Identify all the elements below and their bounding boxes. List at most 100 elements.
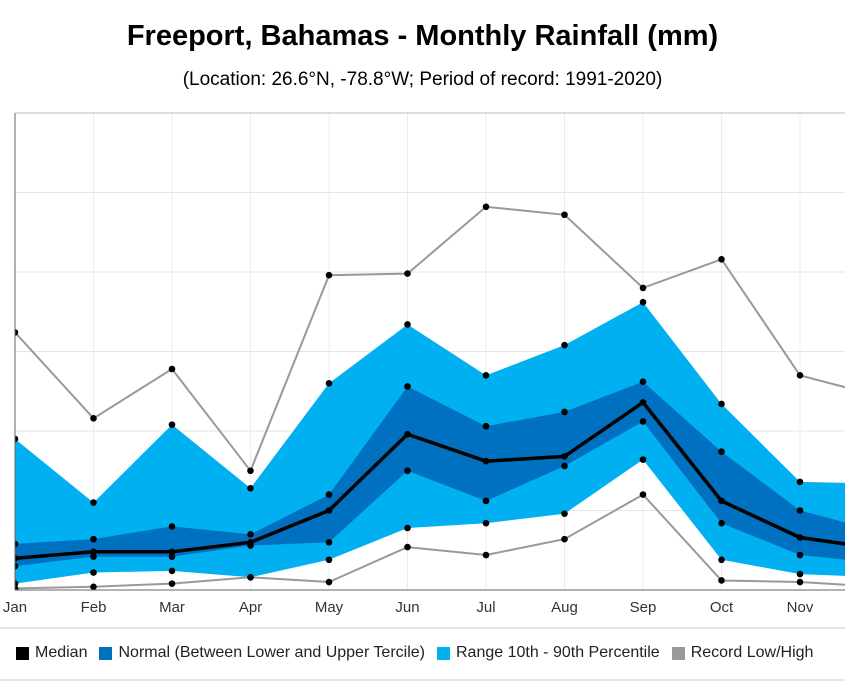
x-tick-label: Oct [710, 599, 734, 616]
x-tick-label: Feb [81, 599, 107, 616]
chart-title: Freeport, Bahamas - Monthly Rainfall (mm… [126, 20, 719, 52]
point-layer [15, 203, 804, 590]
range-lower-point [561, 510, 568, 517]
normal-upper-point [325, 491, 333, 498]
normal-lower-point [639, 418, 647, 425]
normal-upper-point [718, 448, 725, 455]
range-upper-point [482, 372, 490, 379]
x-tick-label: Jul [476, 599, 495, 616]
record-low-point [404, 543, 411, 551]
record-high-point [639, 284, 647, 292]
median-point [325, 507, 333, 514]
range-lower-point [168, 567, 176, 575]
x-tick-label: Sep [630, 599, 657, 616]
normal-lower-point [718, 519, 725, 527]
range-lower-point [404, 524, 411, 532]
record-high-point [404, 270, 411, 277]
legend-label-normal: Normal (Between Lower and Upper Tercile) [118, 644, 425, 661]
legend-item-median: Median [16, 644, 87, 662]
normal-upper-point [168, 523, 176, 530]
range-upper-point [561, 341, 568, 349]
median-point [482, 457, 490, 465]
record-low-point [325, 578, 333, 586]
median-point [639, 399, 647, 406]
normal-upper-point [90, 535, 97, 543]
record-low-line [15, 493, 845, 590]
record-high-point [718, 255, 725, 263]
normal-lower-point [404, 467, 411, 475]
x-tick-label: Jun [395, 599, 419, 616]
normal-lower-point [796, 551, 804, 559]
x-tick-label: Aug [551, 599, 578, 616]
median-point [561, 453, 568, 460]
record-low-point [796, 578, 804, 586]
legend-label-range: Range 10th - 90th Percentile [456, 644, 660, 661]
normal-upper-point [15, 540, 19, 548]
record-low-point [561, 535, 568, 543]
range-upper-point [15, 435, 19, 443]
record-low-point [482, 551, 490, 559]
range-lower-point [90, 569, 97, 576]
median-point [90, 548, 97, 556]
record-high-point [15, 329, 19, 336]
median-point [718, 497, 725, 505]
range-upper-point [168, 421, 176, 428]
legend-swatch-record [671, 646, 685, 660]
range-upper-point [718, 400, 725, 408]
range-lower-point [796, 570, 804, 578]
axis-layer: Jan Feb Mar Apr May Jun Jul Aug Sep Oct Nov [0, 112, 845, 681]
legend-item-range: Range 10th - 90th Percentile [437, 644, 660, 662]
x-tick-label: Apr [239, 599, 262, 616]
legend-label-record: Record Low/High [690, 644, 814, 661]
normal-upper-point [561, 408, 568, 416]
median-point [247, 539, 254, 546]
range-lower-point [15, 580, 19, 587]
record-high-point [561, 211, 568, 219]
line-layer [15, 205, 845, 590]
x-tick-label: Mar [159, 599, 185, 616]
range-lower-point [639, 456, 647, 463]
range-upper-point [90, 499, 97, 506]
normal-upper-point [404, 383, 411, 390]
record-high-point [247, 467, 254, 475]
normal-lower-point [325, 539, 333, 546]
record-low-point [168, 580, 176, 587]
record-high-point [90, 414, 97, 422]
chart-subtitle: (Location: 26.6°N, -78.8°W; Period of re… [182, 69, 663, 90]
median-point [796, 534, 804, 541]
range-lower-point [718, 556, 725, 564]
legend-swatch-range [437, 646, 450, 660]
x-tick-label: Nov [787, 599, 814, 616]
legend-label-median: Median [35, 644, 88, 661]
legend-item-record: Record Low/High [671, 644, 814, 662]
range-lower-point [482, 519, 490, 527]
x-tick-label: Jan [3, 599, 27, 616]
normal-upper-point [247, 531, 254, 538]
record-high-point [325, 271, 333, 279]
range-upper-point [325, 380, 333, 387]
normal-lower-point [168, 553, 176, 560]
median-point [168, 548, 176, 556]
median-point [15, 554, 19, 562]
record-high-point [482, 203, 490, 211]
record-low-point [90, 583, 97, 590]
legend: Median Normal (Between Lower and Upper T… [16, 642, 825, 664]
range-upper-point [639, 298, 647, 306]
median-line [15, 400, 845, 560]
normal-lower-point [15, 562, 19, 570]
legend-swatch-median [16, 646, 29, 660]
record-low-point [718, 577, 725, 584]
legend-item-normal: Normal (Between Lower and Upper Tercile) [99, 644, 425, 662]
median-point [404, 430, 411, 438]
record-high-point [168, 365, 176, 373]
range-upper-point [247, 484, 254, 492]
normal-upper-point [482, 422, 490, 430]
normal-lower-point [561, 462, 568, 470]
record-low-point [639, 491, 647, 498]
normal-upper-point [639, 378, 647, 386]
x-tick-label: May [315, 599, 344, 616]
normal-lower-point [482, 497, 490, 505]
band-normal-between-lower-and-upper-tercile [15, 381, 845, 567]
range-lower-point [325, 556, 333, 564]
